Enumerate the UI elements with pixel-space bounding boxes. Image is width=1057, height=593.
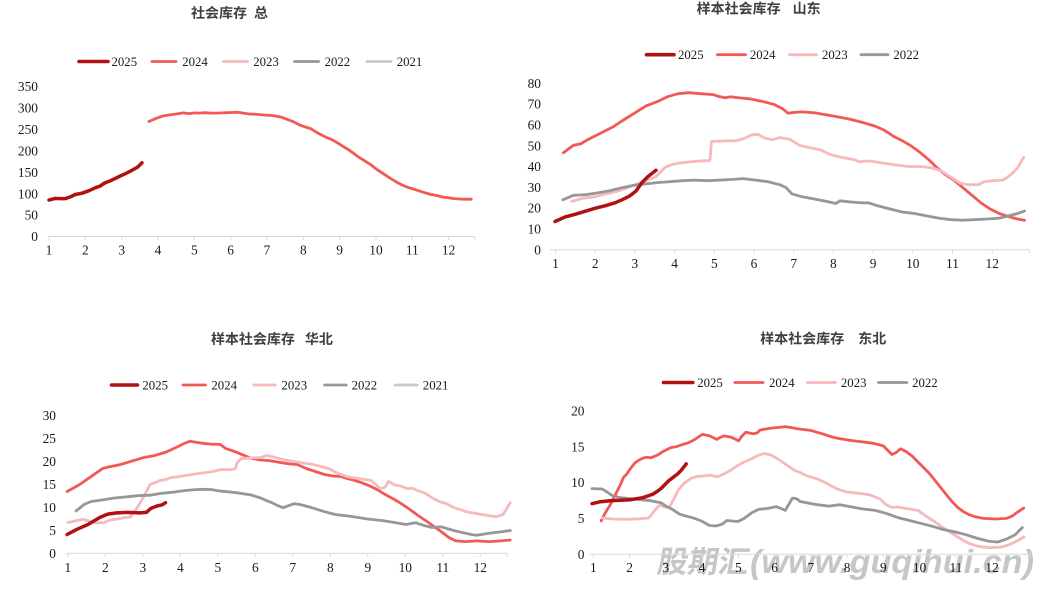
svg-text:10: 10 [528, 222, 542, 237]
svg-text:60: 60 [528, 118, 542, 133]
svg-text:150: 150 [18, 165, 38, 180]
svg-text:0: 0 [534, 242, 541, 257]
svg-text:50: 50 [25, 208, 39, 223]
svg-text:8: 8 [300, 243, 307, 258]
svg-text:20: 20 [43, 454, 57, 469]
svg-text:2022: 2022 [352, 378, 378, 392]
svg-text:11: 11 [949, 560, 962, 575]
svg-text:8: 8 [844, 560, 851, 575]
svg-text:11: 11 [946, 256, 959, 271]
svg-text:9: 9 [336, 243, 343, 258]
svg-text:2023: 2023 [253, 55, 279, 69]
svg-text:20: 20 [571, 403, 585, 418]
svg-text:2024: 2024 [750, 48, 776, 62]
svg-text:5: 5 [191, 243, 198, 258]
svg-text:2024: 2024 [211, 378, 237, 392]
svg-text:8: 8 [830, 256, 837, 271]
svg-text:7: 7 [790, 256, 797, 271]
svg-text:6: 6 [751, 256, 758, 271]
svg-text:5: 5 [711, 256, 718, 271]
svg-text:4: 4 [155, 243, 162, 258]
svg-text:0: 0 [49, 546, 56, 561]
svg-text:9: 9 [880, 560, 887, 575]
svg-text:10: 10 [43, 500, 57, 515]
svg-text:2: 2 [592, 256, 599, 271]
svg-text:6: 6 [771, 560, 778, 575]
svg-text:1: 1 [64, 560, 71, 575]
svg-text:50: 50 [528, 138, 542, 153]
svg-text:2022: 2022 [325, 55, 351, 69]
svg-text:7: 7 [808, 560, 815, 575]
svg-text:1: 1 [46, 243, 53, 258]
svg-text:8: 8 [327, 560, 334, 575]
svg-text:15: 15 [571, 439, 585, 454]
svg-text:7: 7 [289, 560, 296, 575]
svg-text:12: 12 [474, 560, 487, 575]
svg-text:1: 1 [590, 560, 597, 575]
svg-text:5: 5 [49, 523, 56, 538]
svg-text:2023: 2023 [822, 48, 848, 62]
svg-text:(www.guqihui.cn): (www.guqihui.cn) [750, 544, 1034, 581]
svg-text:40: 40 [528, 159, 542, 174]
svg-text:2025: 2025 [142, 378, 168, 392]
svg-text:3: 3 [632, 256, 639, 271]
svg-text:0: 0 [31, 229, 38, 244]
svg-text:30: 30 [528, 180, 542, 195]
svg-text:0: 0 [578, 547, 585, 562]
svg-text:2025: 2025 [112, 55, 138, 69]
svg-text:250: 250 [18, 122, 38, 137]
svg-text:6: 6 [227, 243, 234, 258]
svg-text:2025: 2025 [678, 48, 704, 62]
svg-text:9: 9 [364, 560, 371, 575]
svg-text:5: 5 [735, 560, 742, 575]
svg-text:2021: 2021 [423, 378, 449, 392]
svg-text:1: 1 [552, 256, 559, 271]
svg-text:100: 100 [18, 186, 38, 201]
svg-text:11: 11 [436, 560, 449, 575]
svg-text:30: 30 [43, 408, 57, 423]
svg-text:10: 10 [913, 560, 927, 575]
svg-text:10: 10 [571, 475, 585, 490]
svg-text:350: 350 [18, 79, 38, 94]
svg-text:2022: 2022 [912, 376, 938, 390]
svg-text:300: 300 [18, 101, 38, 116]
svg-text:10: 10 [369, 243, 383, 258]
svg-text:2024: 2024 [769, 376, 795, 390]
svg-text:2024: 2024 [182, 55, 208, 69]
svg-text:4: 4 [699, 560, 706, 575]
svg-text:2: 2 [82, 243, 89, 258]
svg-text:2022: 2022 [893, 48, 919, 62]
svg-text:4: 4 [671, 256, 678, 271]
svg-text:12: 12 [985, 560, 998, 575]
svg-text:15: 15 [43, 477, 57, 492]
svg-text:80: 80 [528, 76, 542, 91]
svg-text:3: 3 [663, 560, 670, 575]
svg-text:4: 4 [177, 560, 184, 575]
svg-text:7: 7 [264, 243, 271, 258]
svg-text:10: 10 [906, 256, 920, 271]
svg-text:3: 3 [139, 560, 146, 575]
svg-text:11: 11 [406, 243, 419, 258]
svg-text:2: 2 [626, 560, 633, 575]
svg-text:200: 200 [18, 144, 38, 159]
svg-text:20: 20 [528, 201, 542, 216]
svg-text:10: 10 [399, 560, 413, 575]
svg-text:9: 9 [870, 256, 877, 271]
svg-text:2: 2 [102, 560, 109, 575]
svg-text:5: 5 [578, 511, 585, 526]
svg-text:2021: 2021 [397, 55, 423, 69]
svg-text:6: 6 [252, 560, 259, 575]
svg-text:5: 5 [214, 560, 221, 575]
svg-text:25: 25 [43, 431, 57, 446]
svg-text:12: 12 [986, 256, 999, 271]
svg-text:2023: 2023 [841, 376, 867, 390]
svg-text:2023: 2023 [282, 378, 308, 392]
svg-text:12: 12 [442, 243, 455, 258]
svg-text:70: 70 [528, 97, 542, 112]
svg-text:2025: 2025 [697, 376, 723, 390]
svg-text:3: 3 [118, 243, 125, 258]
